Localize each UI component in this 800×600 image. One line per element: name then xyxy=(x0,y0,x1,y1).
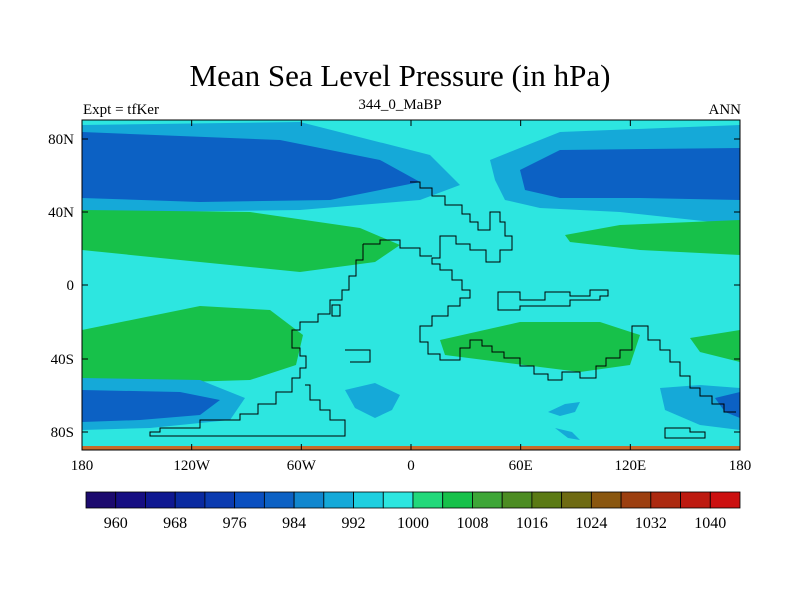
y-tick-label: 80N xyxy=(48,132,74,148)
colorbar-swatch xyxy=(234,491,265,509)
band-992-islet xyxy=(548,402,580,416)
x-axis: 180 120W 60W 0 60E 120E 180 xyxy=(71,120,752,474)
band-1008-n-west xyxy=(82,210,400,272)
plot-title: Mean Sea Level Pressure (in hPa) xyxy=(189,58,611,93)
colorbar-swatch xyxy=(620,491,652,509)
band-992-antarctic-patch xyxy=(345,383,400,418)
y-tick-label: 40S xyxy=(51,352,74,368)
colorbar-swatch xyxy=(204,491,236,509)
band-1008-s-east xyxy=(690,330,740,362)
colorbar-swatch xyxy=(263,491,295,509)
colorbar-swatch xyxy=(650,491,681,509)
colorbar-label: 1008 xyxy=(456,515,488,532)
colorbar-swatch xyxy=(561,491,592,509)
coastlines xyxy=(149,181,736,439)
y-tick-label: 40N xyxy=(48,205,74,221)
x-tick-label: 60W xyxy=(287,458,317,474)
x-tick-label: 180 xyxy=(729,458,752,474)
band-1008-s-west xyxy=(82,306,303,385)
y-axis: 80N 40N 0 40S 80S xyxy=(48,132,740,441)
x-tick-label: 60E xyxy=(509,458,533,474)
colorbar-swatch xyxy=(174,491,206,509)
colorbar-label: 984 xyxy=(282,515,306,532)
colorbar-swatch xyxy=(472,491,503,509)
colorbar-swatch xyxy=(442,491,473,509)
band-992-se xyxy=(660,385,740,430)
colorbar-swatch xyxy=(115,491,146,509)
colorbar-label: 1032 xyxy=(635,515,667,532)
x-tick-label: 120E xyxy=(614,458,646,474)
x-tick-label: 120W xyxy=(173,458,211,474)
x-tick-label: 180 xyxy=(71,458,94,474)
colorbar-swatch xyxy=(412,491,444,509)
colorbar-swatch xyxy=(85,491,117,509)
colorbar-swatch xyxy=(709,491,741,509)
colorbar-swatch xyxy=(590,491,622,509)
period-label: 344_0_MaBP xyxy=(358,97,442,113)
colorbar-swatch xyxy=(323,491,354,509)
colorbar-label: 976 xyxy=(223,515,247,532)
colorbar-swatch xyxy=(293,491,325,509)
colorbar-label: 1016 xyxy=(516,515,548,532)
colorbar-label: 1024 xyxy=(575,515,607,532)
experiment-label: Expt = tfKer xyxy=(83,102,159,118)
colorbar-swatch xyxy=(531,491,563,509)
band-1008-s-mid xyxy=(440,322,640,372)
band-1008-n-east xyxy=(565,220,740,255)
colorbar-swatch xyxy=(501,491,533,509)
colorbar-label: 968 xyxy=(163,515,187,532)
band-984-ne xyxy=(520,148,740,200)
y-tick-label: 80S xyxy=(51,425,74,441)
colorbar-label: 960 xyxy=(104,515,128,532)
y-tick-label: 0 xyxy=(67,278,75,294)
band-984-sw xyxy=(82,390,220,422)
pressure-field xyxy=(82,120,740,450)
band-992-islet-2 xyxy=(555,428,580,440)
band-984-nw xyxy=(82,132,420,202)
colorbar-label: 992 xyxy=(342,515,366,532)
colorbar-label: 1040 xyxy=(694,515,726,532)
x-tick-label: 0 xyxy=(407,458,415,474)
colorbar: 960 968 976 984 992 1000 1008 1016 1024 1032 1040 xyxy=(85,491,741,532)
colorbar-swatch xyxy=(382,491,414,509)
colorbar-swatch xyxy=(353,491,384,509)
colorbar-label: 1000 xyxy=(397,515,429,532)
colorbar-swatch xyxy=(145,491,176,509)
colorbar-swatch xyxy=(680,491,711,509)
season-label: ANN xyxy=(708,102,742,118)
